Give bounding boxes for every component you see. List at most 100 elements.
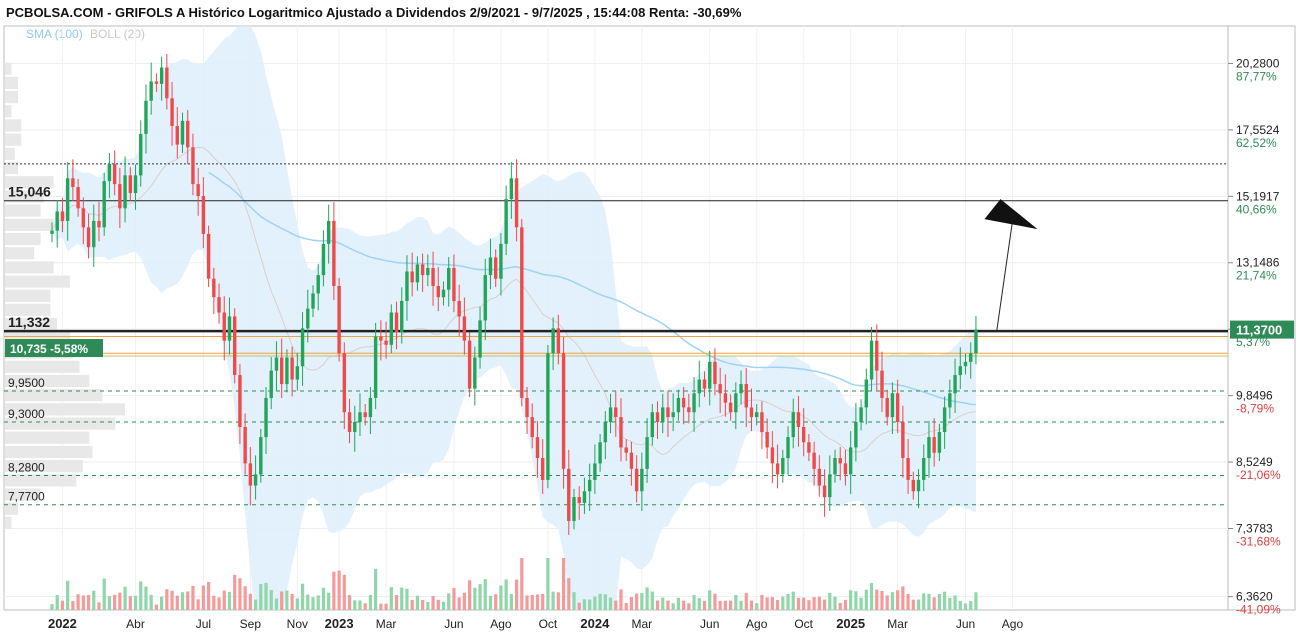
candle-body [791,412,795,438]
legend-sma[interactable]: SMA (100) [26,27,83,41]
volume-profile-bar [5,403,125,416]
candle-body [107,163,112,182]
candle-body [170,98,174,127]
volume-bar [394,594,399,610]
volume-bar [290,593,294,610]
candle-body [426,267,430,276]
x-tick-label: Abr [126,617,145,631]
volume-bar [869,583,874,610]
x-tick-label: 2025 [836,616,865,631]
volume-bar [81,595,85,610]
volume-bar [462,592,466,610]
volume-bar [306,594,310,610]
candle-body [405,271,409,301]
bollinger-band [51,26,976,610]
candle-body [201,196,206,234]
volume-bar [906,593,910,610]
volume-bar [243,586,247,610]
candle-body [128,175,132,194]
volume-profile-bar [5,90,18,104]
candle-body [796,412,801,427]
candle-body [546,353,550,480]
candle-body [311,293,315,309]
volume-bar [629,597,634,610]
candle-body [222,312,226,341]
volume-bar [374,568,378,610]
volume-bar [86,595,91,610]
candle-body [807,442,811,453]
candle-body [452,267,456,301]
volume-bar [739,600,743,610]
candle-body [645,437,649,469]
volume-bar [233,574,237,610]
x-tick-label: Mar [632,617,653,631]
volume-bar [212,595,216,610]
volume-bar [901,586,905,610]
y-tick-pct: 40,66% [1236,202,1277,216]
candle-body [540,458,545,480]
volume-bar [353,600,357,610]
volume-bar [144,586,148,610]
volume-bar [118,592,122,610]
candle-body [420,264,425,276]
candle-body [838,458,842,464]
volume-profile-bar [5,232,41,246]
level-label: 8,2800 [8,460,45,474]
volume-bar [880,591,884,610]
volume-bar [666,600,670,610]
volume-bar [619,589,623,610]
candle-body [817,468,822,486]
candle-body [895,393,900,423]
candle-body [530,417,534,438]
x-tick-label: 2022 [48,616,77,631]
volume-profile-bar [5,76,18,89]
candle-body [358,412,362,423]
volume-bar [201,585,205,610]
last-close-badge [5,339,103,358]
x-tick-label: Oct [794,617,813,631]
volume-bar [253,599,258,610]
candle-body [833,458,837,475]
volume-bar [603,594,607,610]
candle-body [285,357,289,385]
candle-body [368,397,373,418]
volume-bar [494,594,498,610]
trend-arrow [984,199,1038,331]
legend-boll[interactable]: BOLL (20) [90,27,145,41]
volume-bar [295,598,299,610]
sma-line [208,171,976,406]
volume-bar [222,590,226,610]
volume-bar [953,595,957,610]
candle-body [112,163,117,185]
volume-bar [781,596,785,610]
volume-bar [655,600,660,610]
candle-body [384,340,388,345]
arrow-head [984,199,1038,230]
candle-body [723,393,728,403]
volume-bar [165,589,169,610]
volume-bar [102,578,106,610]
volume-bar [347,595,352,610]
volume-bar [817,596,821,610]
volume-profile-bar [5,190,44,203]
candle-body [535,437,540,459]
candle-body [488,257,493,276]
candle-body [963,361,968,367]
volume-bar [535,594,540,610]
volume-bar [608,597,613,610]
x-tick-label: Jun [700,617,719,631]
volume-bar [927,593,931,610]
volume-bar [175,595,179,610]
volume-bar [384,603,388,610]
volume-bar [196,599,200,610]
y-tick-price: 17,5524 [1236,123,1280,137]
volume-bar [828,592,832,610]
candle-body [290,357,294,380]
volume-bar [556,592,560,610]
candle-body [781,458,785,475]
volume-bar [488,595,493,610]
volume-profile-bar [5,133,22,146]
volume-bar [473,587,477,610]
candle-body [196,184,200,197]
